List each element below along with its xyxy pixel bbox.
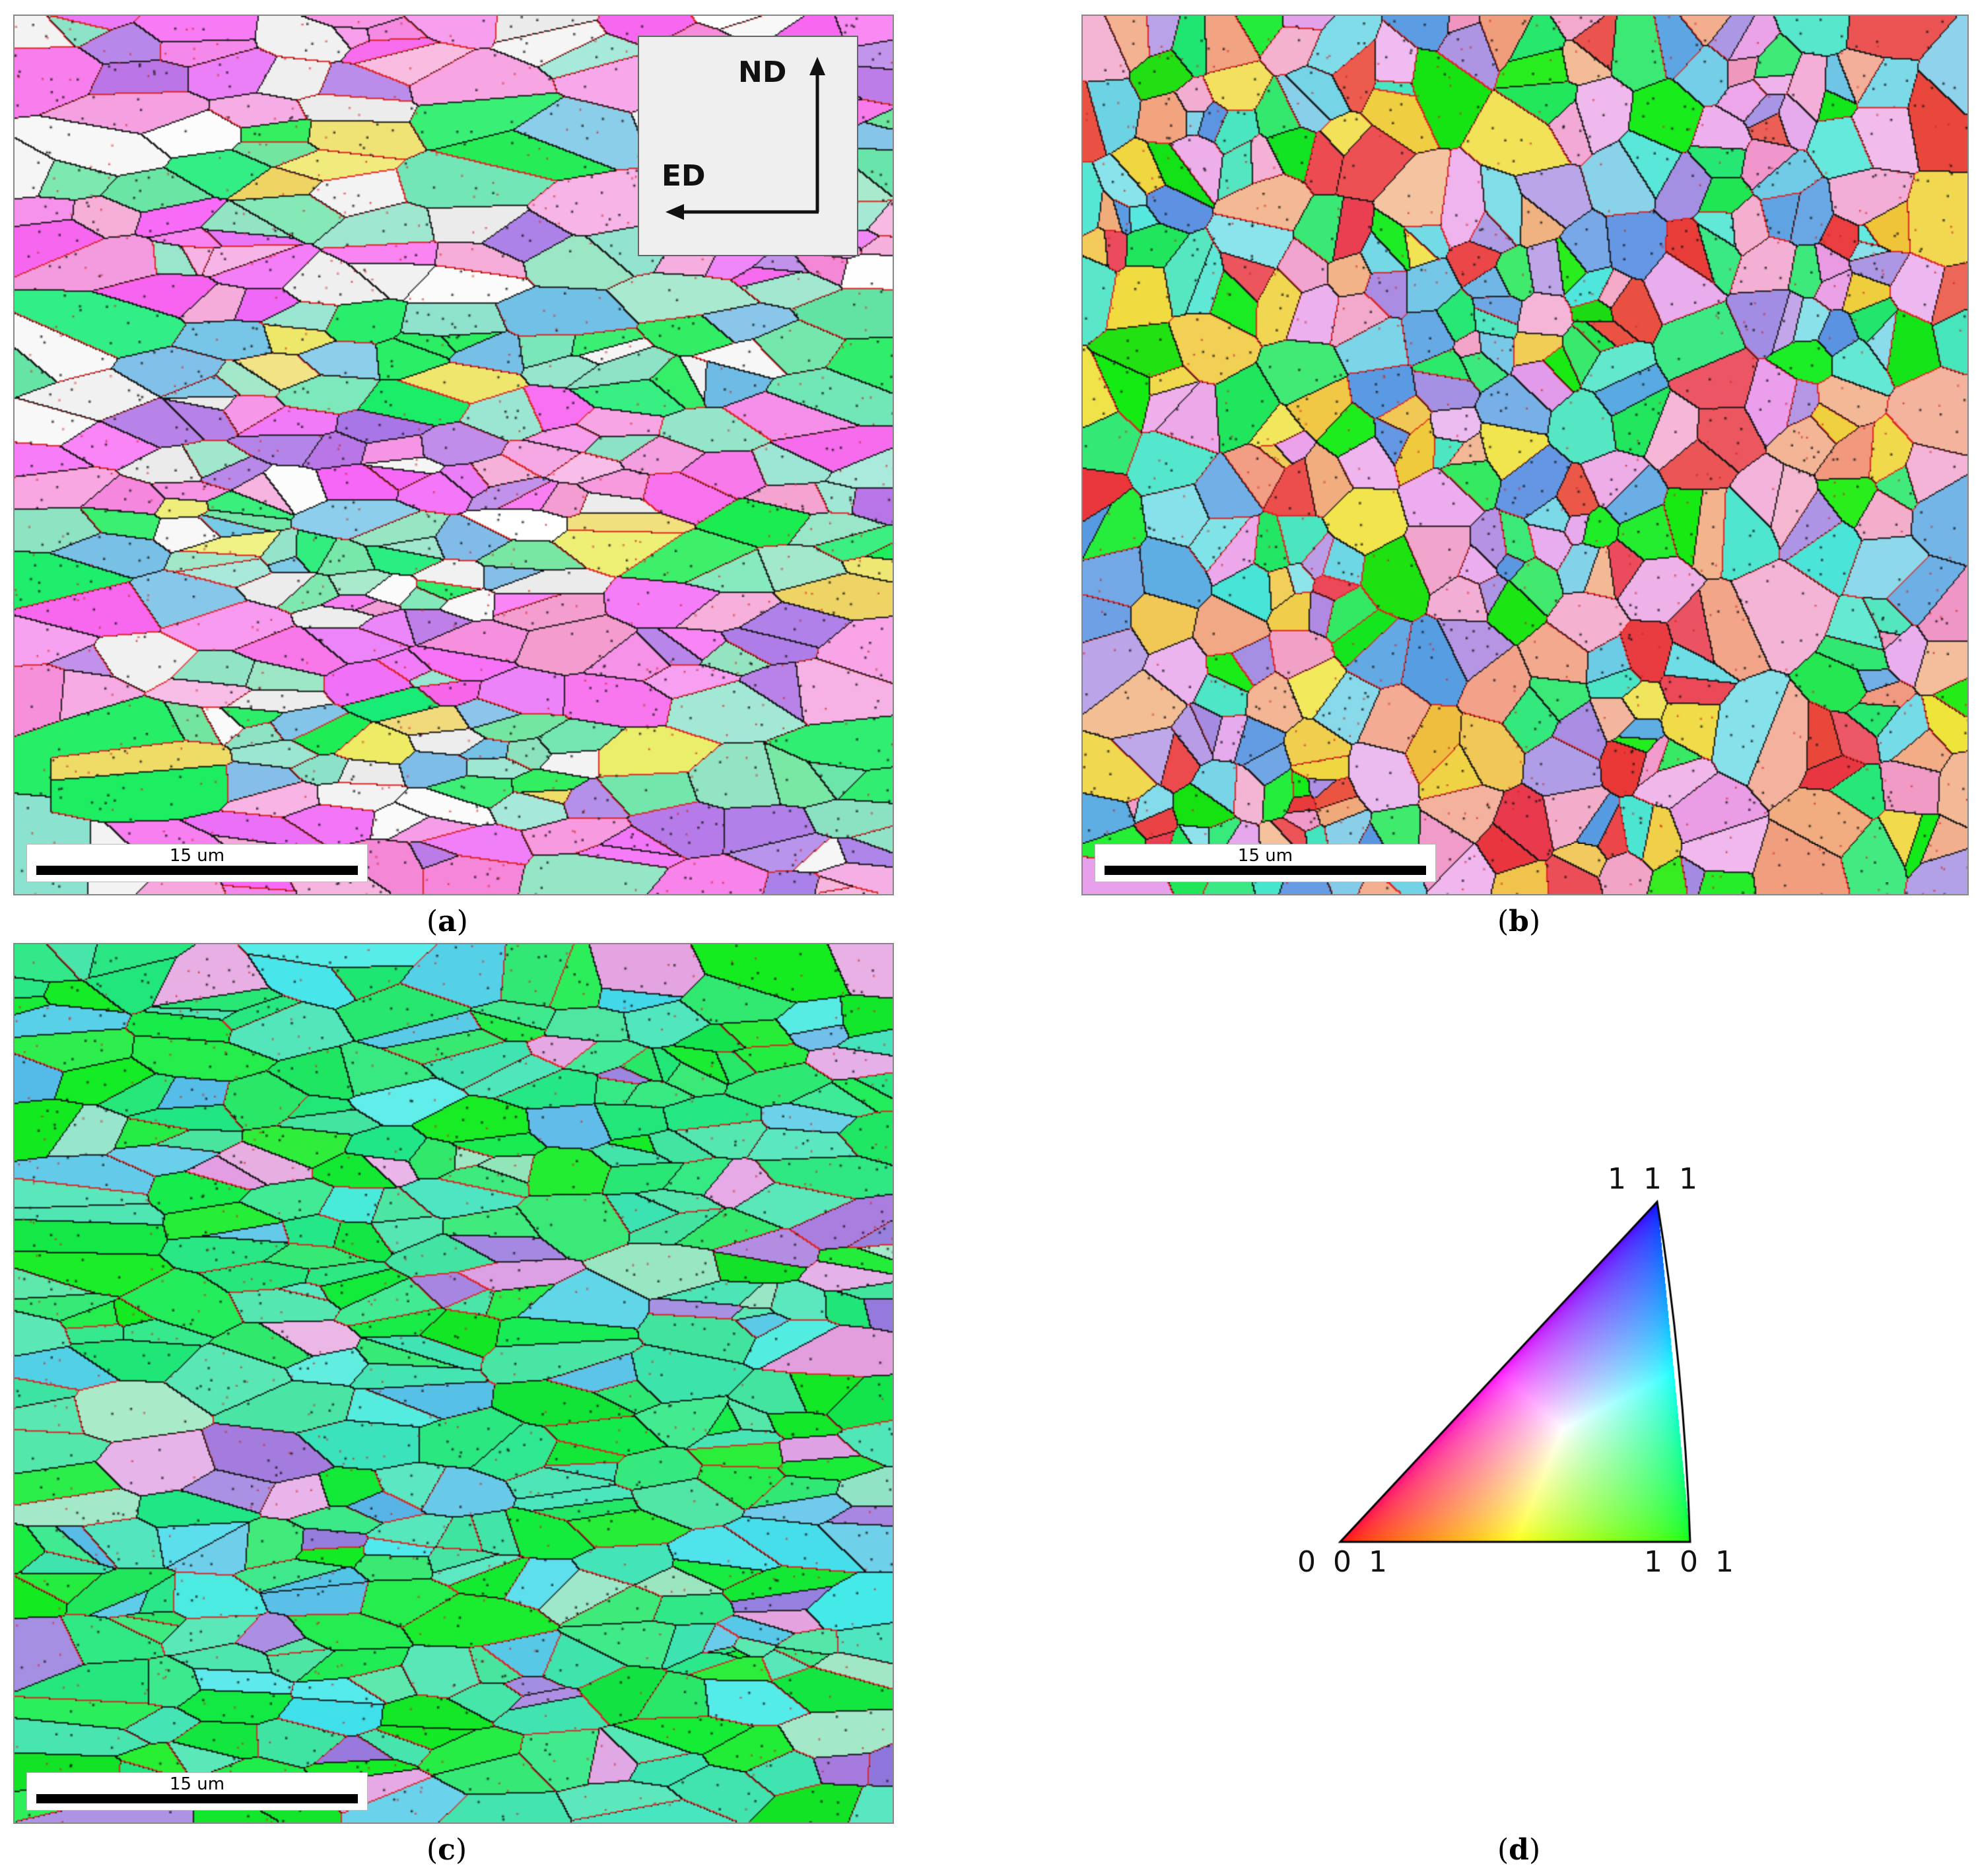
nd-label: ND: [738, 55, 787, 89]
scale-bar-label-a: 15 um: [169, 846, 225, 866]
scale-bar-b: 15 um: [1095, 844, 1436, 882]
corner-label-001: 0 0 1: [1297, 1545, 1391, 1579]
ed-label: ED: [662, 159, 706, 193]
ebsd-map-c-image: [15, 944, 893, 1823]
scale-bar-label-c: 15 um: [169, 1774, 225, 1794]
scale-bar-line-b: [1105, 866, 1426, 875]
ebsd-map-c: 15 um: [13, 943, 894, 1824]
ebsd-map-b: 15 um: [1081, 15, 1969, 895]
axes-arrows: [665, 57, 825, 220]
caption-a: (a): [426, 905, 468, 938]
caption-d: (d): [1497, 1833, 1541, 1867]
ebsd-map-a: ND ED 15 um: [13, 15, 894, 895]
orientation-axes-box: ND ED: [638, 36, 858, 256]
scale-bar-c: 15 um: [26, 1772, 368, 1811]
corner-label-111: 1 1 1: [1608, 1162, 1701, 1196]
scale-bar-line-a: [36, 866, 358, 875]
scale-bar-label-b: 15 um: [1237, 846, 1293, 866]
caption-c: (c): [426, 1833, 467, 1867]
scale-bar-a: 15 um: [26, 844, 368, 882]
ipf-color-key: 1 1 1 0 0 1 1 0 1: [1281, 1162, 1756, 1585]
ipf-triangle: [1281, 1162, 1756, 1585]
scale-bar-line-c: [36, 1794, 358, 1803]
ebsd-map-b-image: [1083, 16, 1967, 894]
corner-label-101: 1 0 1: [1644, 1545, 1738, 1579]
caption-b: (b): [1497, 905, 1541, 938]
